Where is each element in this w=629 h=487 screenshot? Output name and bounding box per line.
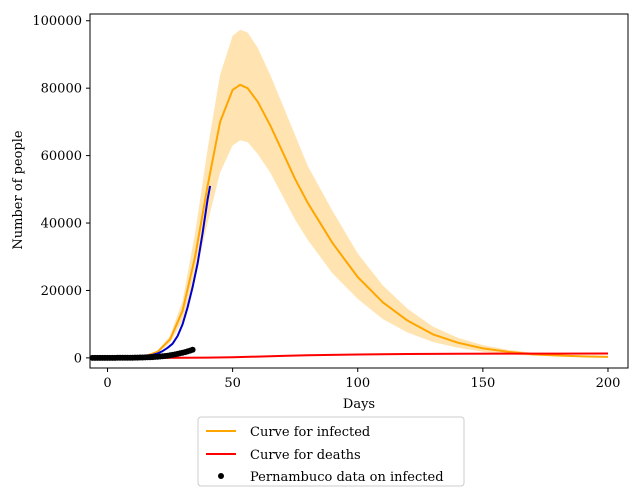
- legend-data-label: Pernambuco data on infected: [250, 470, 444, 485]
- y-axis: 0 20000 40000 60000 80000 100000: [32, 14, 90, 366]
- legend: Curve for infected Curve for deaths Pern…: [197, 416, 465, 487]
- y-axis-label: Number of people: [11, 130, 26, 250]
- x-tick-label: 50: [224, 376, 241, 391]
- x-tick-label: 150: [470, 376, 495, 391]
- x-axis: 0 50 100 150 200: [103, 368, 620, 391]
- data-point: [189, 346, 196, 353]
- y-tick-label: 40000: [41, 217, 82, 232]
- x-tick-label: 200: [596, 376, 621, 391]
- legend-infected-label: Curve for infected: [250, 425, 370, 440]
- x-tick-label: 0: [103, 376, 111, 391]
- x-axis-label: Days: [343, 397, 375, 412]
- plot-frame: [89, 13, 629, 369]
- y-tick-label: 20000: [41, 284, 82, 299]
- legend-deaths-label: Curve for deaths: [250, 448, 361, 463]
- x-tick-label: 100: [345, 376, 370, 391]
- legend-data-swatch: [218, 473, 224, 479]
- legend-frame: [197, 416, 465, 487]
- infected-confidence-band: [107, 29, 608, 358]
- y-tick-label: 0: [74, 351, 82, 366]
- series-line-0: [107, 83, 609, 359]
- y-tick-label: 60000: [41, 149, 82, 164]
- y-tick-label: 100000: [32, 14, 82, 29]
- y-tick-label: 80000: [41, 82, 82, 97]
- plot-area: [89, 29, 609, 361]
